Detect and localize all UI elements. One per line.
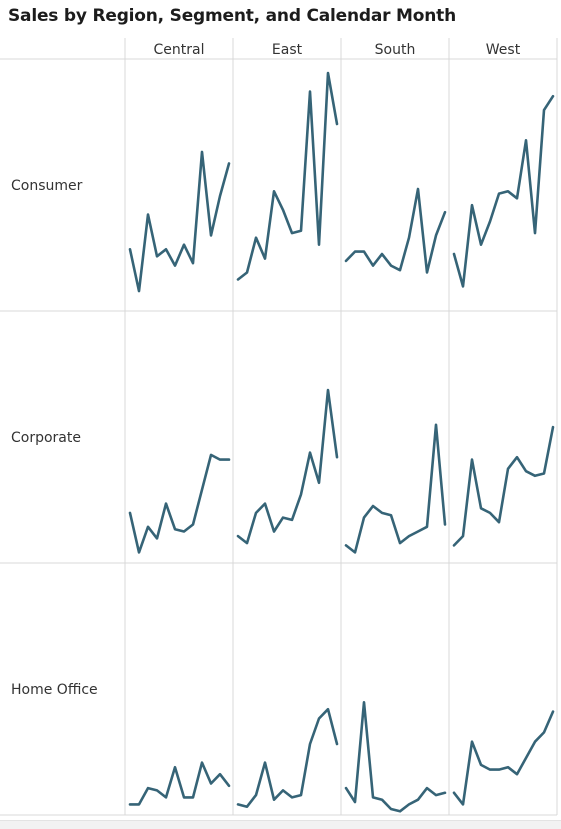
sales-line-consumer-east: [236, 71, 339, 281]
bottom-scroll-strip: [0, 820, 561, 829]
column-header-south: South: [375, 42, 416, 58]
sales-line-consumer-west: [452, 94, 555, 288]
sales-line-home-office-west: [452, 710, 555, 806]
row-header-home-office: Home Office: [11, 682, 98, 698]
column-header-central: Central: [154, 42, 205, 58]
sales-line-corporate-west: [452, 425, 555, 547]
sales-line-corporate-south: [344, 423, 447, 554]
sales-line-consumer-central: [128, 150, 231, 293]
sales-line-home-office-south: [344, 700, 447, 813]
column-header-west: West: [486, 42, 521, 58]
row-header-consumer: Consumer: [11, 178, 83, 194]
sales-line-home-office-central: [128, 761, 231, 806]
row-header-corporate: Corporate: [11, 430, 81, 446]
sales-line-home-office-east: [236, 707, 339, 809]
sales-line-corporate-east: [236, 388, 339, 545]
chart-title: Sales by Region, Segment, and Calendar M…: [8, 6, 456, 26]
sales-line-corporate-central: [128, 453, 231, 554]
sales-line-consumer-south: [344, 187, 447, 274]
column-header-east: East: [272, 42, 303, 58]
